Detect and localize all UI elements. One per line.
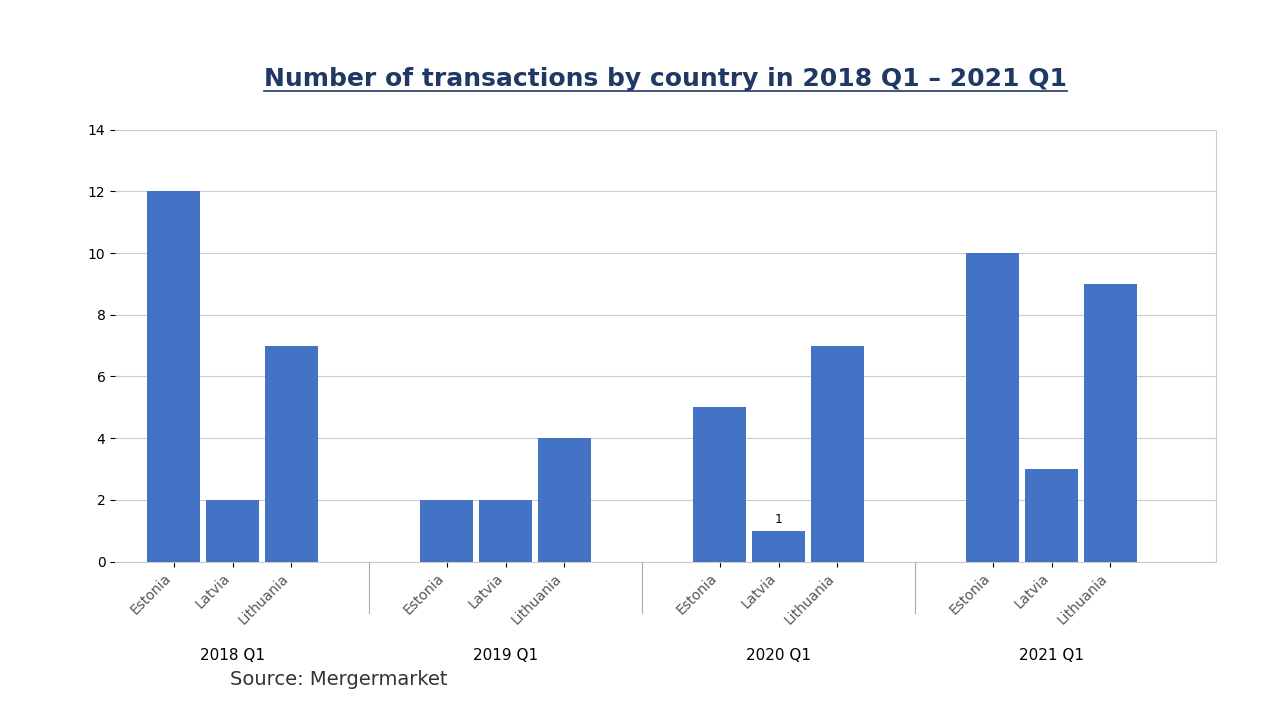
Bar: [265, 346, 317, 562]
Bar: [966, 253, 1019, 562]
Text: 2020 Q1: 2020 Q1: [746, 648, 812, 663]
Bar: [538, 438, 591, 562]
Bar: [479, 500, 532, 562]
Bar: [1084, 284, 1137, 562]
Text: 2021 Q1: 2021 Q1: [1019, 648, 1084, 663]
Text: 2019 Q1: 2019 Q1: [474, 648, 538, 663]
Bar: [206, 500, 259, 562]
Bar: [421, 500, 474, 562]
Bar: [753, 531, 805, 562]
Text: 1: 1: [774, 513, 782, 526]
Bar: [1025, 469, 1078, 562]
Bar: [812, 346, 864, 562]
Bar: [694, 408, 746, 562]
Text: Number of transactions by country in 2018 Q1 – 2021 Q1: Number of transactions by country in 201…: [264, 67, 1068, 91]
Bar: [147, 192, 201, 562]
Text: 2018 Q1: 2018 Q1: [200, 648, 265, 663]
Text: Source: Mergermarket: Source: Mergermarket: [230, 670, 448, 688]
